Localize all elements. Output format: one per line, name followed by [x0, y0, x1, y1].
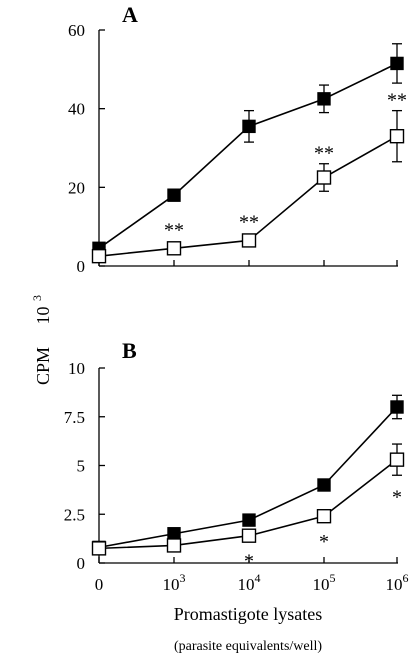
- panel-a-y-tick-label: 40: [68, 100, 85, 119]
- panel-a-series-open-point: [241, 233, 257, 248]
- panel-b-y-tick-label: 0: [77, 554, 86, 573]
- panel-a: A 0 20 40 60 ** ** ** **: [68, 2, 407, 276]
- x-tick-label: 0: [95, 575, 104, 594]
- panel-b-y-tick-label: 10: [68, 359, 85, 378]
- panel-b-significance-marker: *: [244, 551, 254, 573]
- panel-a-significance-marker: **: [239, 211, 259, 233]
- y-axis-label: CPM 10 3: [30, 295, 53, 385]
- panel-a-significance-marker: **: [387, 90, 407, 112]
- panel-b-y-tick-label: 2.5: [64, 505, 85, 524]
- x-tick-label: 104: [238, 571, 261, 594]
- x-tick-labels: 0 103 104 105 106: [95, 571, 409, 594]
- panel-b-series-open-point: [166, 538, 182, 553]
- panel-b-significance-marker: *: [392, 486, 402, 508]
- panel-b-series-open-point: [91, 541, 107, 556]
- y-axis-multiplier: 10: [33, 306, 53, 324]
- panel-b-y-tick-label: 5: [77, 457, 86, 476]
- panel-b-series-filled-point: [167, 527, 181, 541]
- panel-a-y-tick-label: 0: [77, 257, 86, 276]
- panel-a-series-open-point: [316, 170, 332, 185]
- x-axis-sublabel: (parasite equivalents/well): [174, 639, 322, 654]
- x-axis-label: Promastigote lysates: [174, 604, 322, 624]
- panel-b-series-open-point: [316, 509, 332, 524]
- panel-a-series-open-point: [166, 241, 182, 256]
- panel-b: B 0 2.5 5 7.5 10 * * *: [64, 338, 405, 573]
- panel-a-series-filled-point: [167, 188, 181, 202]
- panel-a-series-filled-point: [317, 92, 331, 106]
- y-axis-label-text: CPM: [33, 347, 53, 385]
- panel-b-series-filled-point: [317, 478, 331, 492]
- y-axis-multiplier-exp: 3: [30, 295, 44, 301]
- panel-a-series-filled-point: [242, 119, 256, 134]
- panel-a-y-tick-label: 20: [68, 178, 85, 197]
- panel-a-significance-marker: **: [314, 143, 334, 165]
- panel-a-y-tick-label: 60: [68, 21, 85, 40]
- panel-b-series-filled-point: [390, 400, 404, 414]
- panel-a-series-open-point: [91, 248, 107, 264]
- x-tick-label: 103: [163, 571, 186, 594]
- panel-b-series-open-point: [241, 528, 257, 543]
- panel-a-label: A: [122, 2, 138, 27]
- svg-text:CPM 10 3: CPM 10 3: [30, 295, 53, 385]
- panel-a-series-open-point: [389, 128, 405, 144]
- panel-b-y-tick-label: 7.5: [64, 408, 85, 427]
- panel-b-series-open-point: [389, 452, 405, 467]
- x-tick-label: 105: [313, 571, 336, 594]
- panel-b-significance-marker: *: [319, 531, 329, 553]
- panel-a-series-filled-point: [390, 56, 404, 71]
- panel-a-significance-marker: **: [164, 219, 184, 241]
- panel-b-label: B: [122, 338, 137, 363]
- x-tick-label: 106: [386, 571, 409, 594]
- panel-b-series-filled-point: [242, 513, 256, 527]
